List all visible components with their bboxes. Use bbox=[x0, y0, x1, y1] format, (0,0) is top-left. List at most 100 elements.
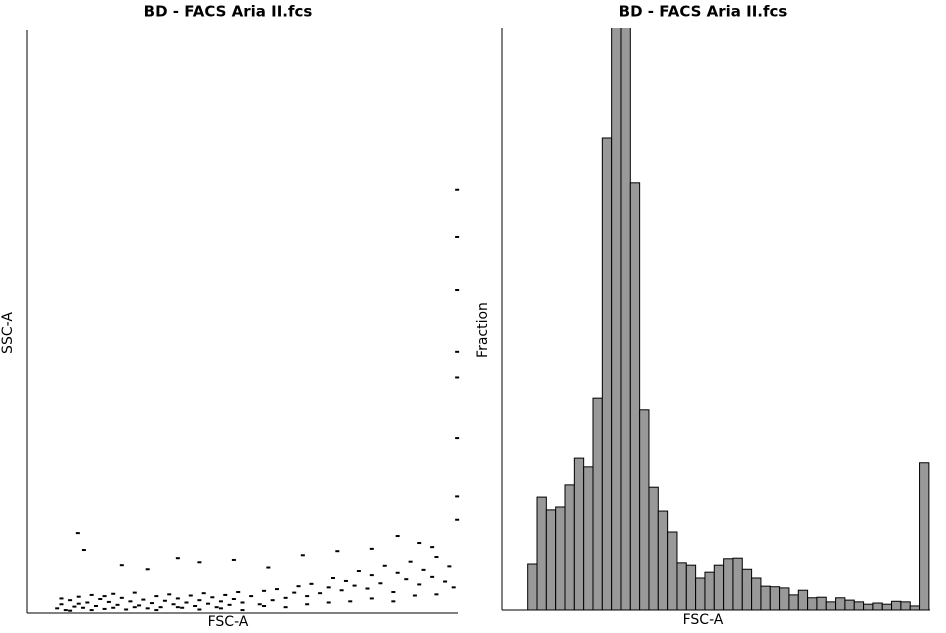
point bbox=[262, 589, 267, 592]
point bbox=[93, 605, 98, 608]
point bbox=[89, 593, 94, 596]
point bbox=[59, 597, 64, 600]
bar bbox=[676, 562, 687, 610]
point bbox=[201, 592, 206, 595]
point bbox=[430, 546, 435, 549]
point bbox=[81, 549, 86, 552]
point bbox=[455, 188, 460, 191]
bar bbox=[835, 597, 846, 610]
point bbox=[154, 609, 159, 612]
bar bbox=[583, 466, 594, 610]
point bbox=[197, 599, 202, 602]
point bbox=[270, 599, 275, 602]
point bbox=[369, 547, 374, 550]
bar bbox=[592, 397, 603, 610]
point bbox=[59, 603, 64, 606]
bar bbox=[564, 484, 575, 610]
point bbox=[283, 606, 288, 609]
bar bbox=[844, 599, 855, 610]
point bbox=[300, 554, 305, 557]
point bbox=[455, 437, 460, 440]
point bbox=[417, 583, 422, 586]
bar bbox=[555, 506, 566, 610]
point bbox=[318, 592, 323, 595]
y-axis-label: SSC-A bbox=[0, 312, 16, 354]
point bbox=[175, 597, 180, 600]
point bbox=[162, 599, 167, 602]
point bbox=[55, 607, 60, 610]
point bbox=[455, 289, 460, 292]
point bbox=[274, 588, 279, 591]
x-axis-label: FSC-A bbox=[208, 614, 249, 630]
x-axis-label: FSC-A bbox=[683, 612, 724, 628]
bar bbox=[685, 564, 697, 610]
point bbox=[455, 495, 460, 498]
point bbox=[193, 605, 198, 608]
point bbox=[85, 601, 90, 604]
point bbox=[102, 607, 107, 610]
point bbox=[188, 594, 193, 597]
bar bbox=[853, 601, 865, 610]
point bbox=[63, 609, 68, 612]
point bbox=[382, 564, 387, 567]
point bbox=[443, 580, 448, 583]
bar bbox=[919, 462, 930, 610]
bar bbox=[620, 28, 631, 610]
point bbox=[408, 560, 413, 563]
bar bbox=[695, 577, 706, 610]
point bbox=[76, 595, 81, 598]
point bbox=[167, 593, 172, 596]
bar bbox=[536, 496, 547, 610]
point bbox=[326, 586, 331, 589]
point bbox=[145, 607, 150, 610]
point bbox=[305, 595, 310, 598]
point bbox=[154, 595, 159, 598]
point bbox=[262, 605, 267, 608]
point bbox=[365, 587, 370, 590]
point bbox=[158, 606, 163, 609]
bar bbox=[891, 600, 902, 610]
point bbox=[98, 598, 103, 601]
point bbox=[75, 532, 80, 535]
point bbox=[369, 597, 374, 600]
point bbox=[89, 609, 94, 612]
point bbox=[356, 570, 361, 573]
bar bbox=[741, 568, 753, 610]
point bbox=[240, 601, 245, 604]
point bbox=[132, 591, 137, 594]
point bbox=[335, 550, 340, 553]
point bbox=[206, 602, 211, 605]
bar bbox=[797, 589, 809, 610]
point bbox=[111, 592, 116, 595]
point bbox=[455, 376, 460, 379]
chart-title: BD - FACS Aria II.fcs bbox=[619, 3, 788, 21]
point bbox=[266, 566, 271, 569]
point bbox=[180, 606, 185, 609]
point bbox=[141, 598, 146, 601]
point bbox=[455, 350, 460, 353]
bar bbox=[816, 596, 827, 610]
bar bbox=[639, 409, 650, 610]
point bbox=[369, 574, 374, 577]
histogram-area bbox=[527, 28, 930, 610]
point bbox=[132, 606, 137, 609]
point bbox=[257, 603, 262, 606]
point bbox=[434, 556, 439, 559]
point bbox=[395, 535, 400, 538]
point bbox=[102, 595, 107, 598]
bar bbox=[760, 585, 771, 610]
bar bbox=[872, 602, 883, 610]
bar bbox=[713, 564, 725, 610]
point bbox=[68, 609, 73, 612]
point bbox=[171, 603, 176, 606]
point bbox=[240, 609, 245, 612]
point bbox=[339, 589, 344, 592]
point bbox=[292, 591, 297, 594]
bar bbox=[601, 137, 613, 610]
bar bbox=[751, 577, 762, 610]
point bbox=[451, 586, 456, 589]
chart-title: BD - FACS Aria II.fcs bbox=[144, 3, 313, 21]
bar bbox=[629, 182, 641, 610]
bar bbox=[667, 531, 678, 610]
point bbox=[175, 606, 180, 609]
